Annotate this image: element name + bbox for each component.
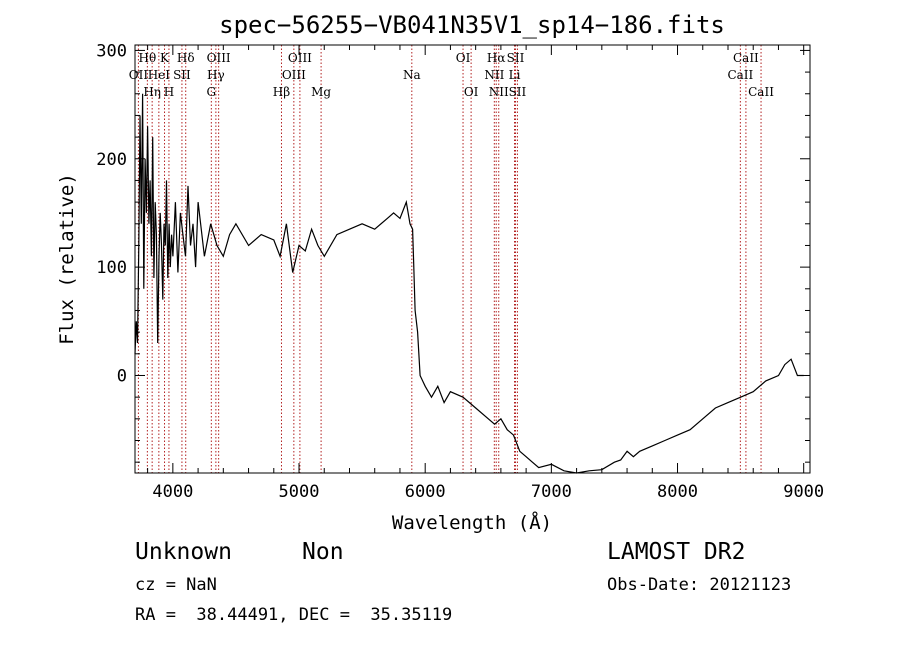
x-tick-label-4: 8000 [657,482,698,502]
y-tick-label-3: 300 [96,41,127,61]
line-label-10: OIII [207,51,231,65]
line-label-9: Hγ [207,68,225,82]
line-label-26: CaII [748,85,774,99]
spectral-line-markers [137,45,762,473]
line-label-24: CaII [727,68,753,82]
x-tick-label-1: 5000 [279,482,320,502]
spectral-subclass: Non [302,539,344,565]
line-label-5: H [164,85,174,99]
survey-name: LAMOST DR2 [607,539,745,565]
line-label-19: Hα [487,51,506,65]
line-label-21: Li [509,68,521,82]
line-label-22: SII [507,51,525,65]
line-label-20: NII [489,85,509,99]
x-tick-label-3: 7000 [531,482,572,502]
x-tick-label-0: 4000 [152,482,193,502]
redshift-cz: cz = NaN [135,575,217,595]
line-label-2: Hη [143,85,161,99]
line-label-15: Na [403,68,421,82]
line-label-23: SII [509,85,527,99]
line-label-1: Hθ [139,51,157,65]
x-tick-label-5: 9000 [783,482,824,502]
spectral-class: Unknown [135,539,232,565]
line-label-14: Mg [311,85,331,99]
chart-title: spec−56255−VB041N35V1_sp14−186.fits [219,11,725,39]
spectrum-line [134,93,804,474]
y-axis: 0 100 200 300 [96,41,810,463]
y-tick-label-0: 0 [117,366,127,386]
x-axis-label: Wavelength (Å) [392,511,552,534]
spectral-line-labels: OII Hθ Hη HeI K H SII Hδ G Hγ OIII Hβ OIII OIII Mg Na OI… [129,51,774,99]
y-tick-label-2: 200 [96,150,127,170]
line-label-6: SII [173,68,191,82]
line-label-0: OII [129,68,149,82]
line-label-18: NII [484,68,504,82]
line-label-3: HeI [148,68,171,82]
line-label-4: K [160,51,170,65]
line-label-13: OIII [288,51,312,65]
line-label-25: CaII [733,51,759,65]
coordinates: RA = 38.44491, DEC = 35.35119 [135,605,452,625]
observation-date: Obs-Date: 20121123 [607,575,791,595]
line-label-11: Hβ [273,85,290,99]
line-label-12: OIII [282,68,306,82]
y-axis-label: Flux (relative) [56,173,78,345]
line-label-17: OI [464,85,479,99]
x-tick-label-2: 6000 [405,482,446,502]
line-label-7: Hδ [177,51,195,65]
line-label-16: OI [456,51,471,65]
plot-frame [134,44,811,474]
x-axis: 4000 5000 6000 7000 8000 9000 [147,45,824,502]
y-tick-label-1: 100 [96,258,127,278]
spectrum-series [134,93,804,474]
line-label-8: G [207,85,217,99]
